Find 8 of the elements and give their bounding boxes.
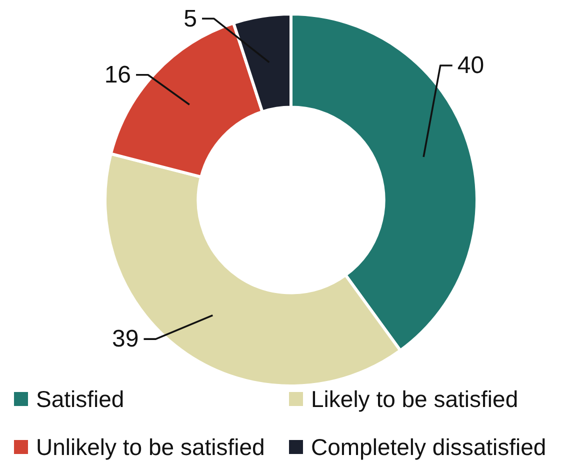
data-label: 16: [104, 61, 132, 88]
legend-label: Completely dissatisfied: [311, 434, 546, 460]
legend-label: Satisfied: [36, 386, 124, 412]
legend-label: Unlikely to be satisfied: [36, 434, 265, 460]
data-label: 39: [112, 326, 139, 353]
data-label: 5: [184, 5, 198, 32]
data-label: 40: [457, 52, 484, 80]
legend-label: Likely to be satisfied: [311, 386, 518, 412]
